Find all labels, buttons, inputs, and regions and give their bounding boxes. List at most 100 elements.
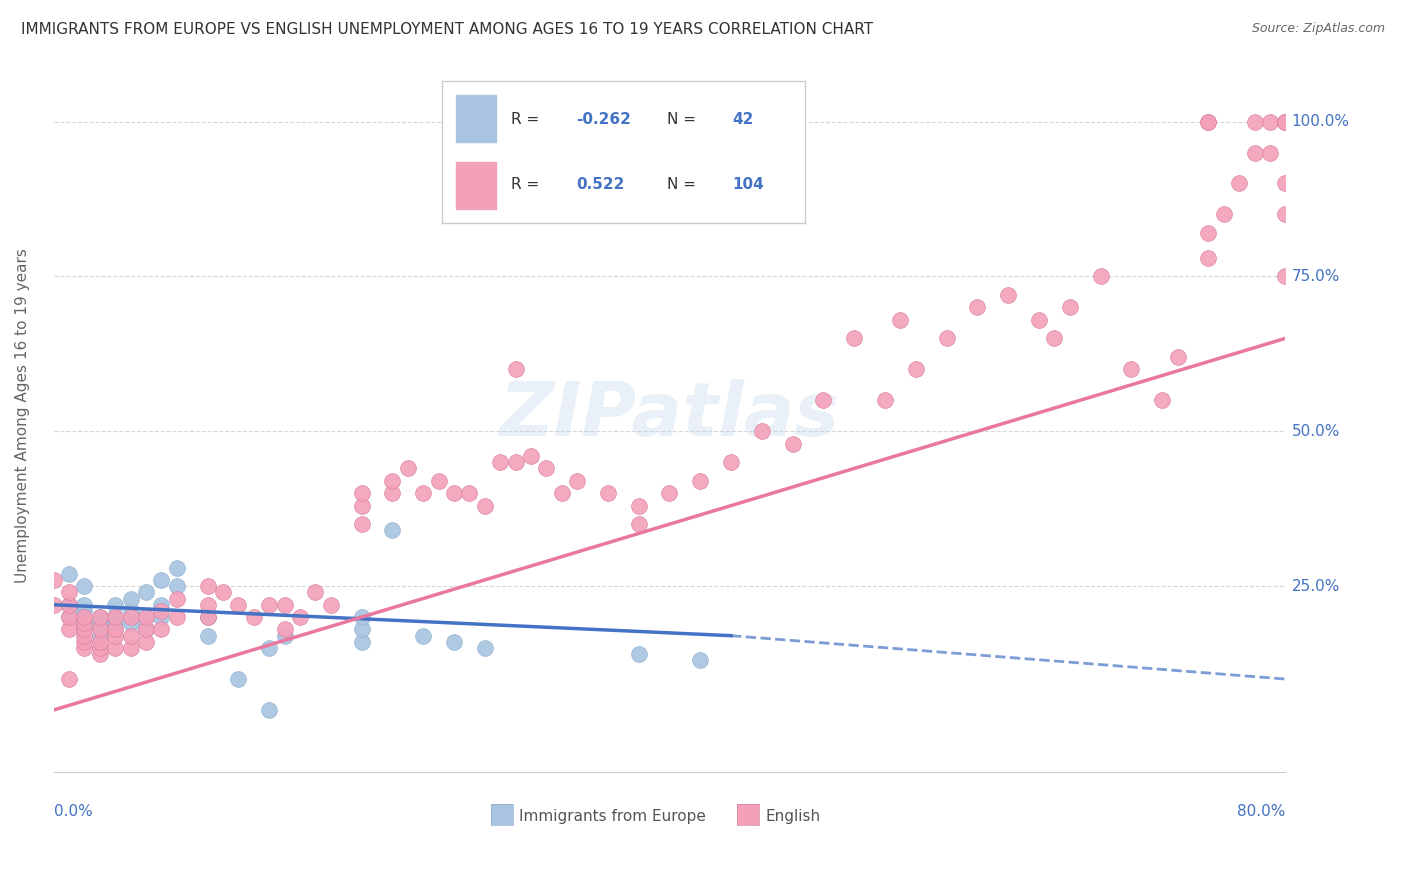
Point xyxy=(904,362,927,376)
Text: 75.0%: 75.0% xyxy=(1292,268,1340,284)
Point xyxy=(73,616,96,631)
Text: English: English xyxy=(766,809,821,823)
Point xyxy=(350,623,373,637)
Point xyxy=(350,610,373,624)
Point xyxy=(273,598,295,612)
Point xyxy=(150,623,173,637)
Text: 25.0%: 25.0% xyxy=(1292,579,1340,594)
Point xyxy=(396,461,419,475)
Point xyxy=(1274,269,1296,284)
Point xyxy=(197,598,219,612)
Point xyxy=(381,524,404,538)
Point xyxy=(1274,207,1296,221)
Point xyxy=(350,635,373,649)
Point xyxy=(58,598,80,612)
Point xyxy=(89,647,111,661)
Point xyxy=(58,566,80,581)
Point xyxy=(1167,350,1189,364)
Point xyxy=(889,312,911,326)
Point xyxy=(257,703,280,717)
Point xyxy=(104,616,127,631)
Point xyxy=(489,455,512,469)
Point xyxy=(505,455,527,469)
Point xyxy=(1197,114,1219,128)
Point xyxy=(350,517,373,532)
Point xyxy=(412,629,434,643)
Point xyxy=(104,610,127,624)
Point xyxy=(689,474,711,488)
Point xyxy=(627,499,650,513)
Point xyxy=(1121,362,1143,376)
Point xyxy=(197,579,219,593)
Point xyxy=(104,598,127,612)
Point xyxy=(150,573,173,587)
Point xyxy=(536,461,558,475)
Point xyxy=(120,629,142,643)
Point xyxy=(73,579,96,593)
Point xyxy=(1274,114,1296,128)
Text: Source: ZipAtlas.com: Source: ZipAtlas.com xyxy=(1251,22,1385,36)
Point xyxy=(1152,393,1174,408)
Point xyxy=(813,393,835,408)
Point xyxy=(551,486,574,500)
Point xyxy=(150,598,173,612)
Point xyxy=(1274,114,1296,128)
Point xyxy=(73,629,96,643)
Point xyxy=(782,436,804,450)
Point xyxy=(58,585,80,599)
Point xyxy=(120,616,142,631)
Point xyxy=(273,629,295,643)
Point xyxy=(257,641,280,656)
Point xyxy=(1243,145,1265,160)
Point xyxy=(689,653,711,667)
Point xyxy=(58,598,80,612)
Point xyxy=(288,610,311,624)
Point xyxy=(1028,312,1050,326)
Point xyxy=(1274,177,1296,191)
Text: ZIPatlas: ZIPatlas xyxy=(499,379,839,452)
Point xyxy=(520,449,543,463)
Point xyxy=(73,610,96,624)
Point xyxy=(1090,269,1112,284)
Point xyxy=(443,635,465,649)
Point xyxy=(104,623,127,637)
Point xyxy=(135,623,157,637)
Point xyxy=(166,591,188,606)
Point xyxy=(1212,207,1234,221)
Point xyxy=(1043,331,1066,345)
Point xyxy=(150,604,173,618)
Point xyxy=(89,610,111,624)
Point xyxy=(844,331,866,345)
Point xyxy=(104,623,127,637)
Point xyxy=(319,598,342,612)
Point xyxy=(89,641,111,656)
Point xyxy=(89,623,111,637)
Point xyxy=(474,499,496,513)
Point xyxy=(966,301,988,315)
Point xyxy=(474,641,496,656)
Point xyxy=(350,499,373,513)
Point xyxy=(427,474,450,488)
Point xyxy=(89,635,111,649)
Point xyxy=(120,604,142,618)
Point xyxy=(135,585,157,599)
Point xyxy=(58,610,80,624)
Point xyxy=(381,486,404,500)
Point xyxy=(304,585,326,599)
Point xyxy=(458,486,481,500)
Point xyxy=(228,598,250,612)
Point xyxy=(1227,177,1250,191)
Text: 80.0%: 80.0% xyxy=(1237,804,1285,819)
Point xyxy=(166,610,188,624)
Point xyxy=(73,598,96,612)
Point xyxy=(104,629,127,643)
Point xyxy=(73,635,96,649)
Point xyxy=(73,623,96,637)
Point xyxy=(242,610,264,624)
Point xyxy=(505,362,527,376)
Point xyxy=(627,517,650,532)
Point xyxy=(935,331,957,345)
Point xyxy=(73,616,96,631)
Point xyxy=(166,579,188,593)
Point xyxy=(120,591,142,606)
